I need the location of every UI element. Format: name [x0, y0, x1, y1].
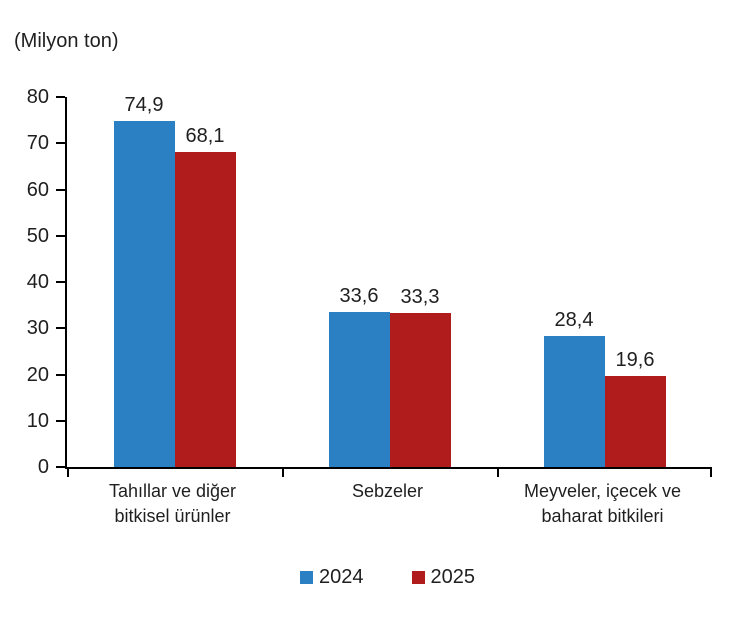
x-category-label: Tahıllar ve diğer bitkisel ürünler [108, 481, 237, 526]
y-axis-tick-label: 70 [26, 132, 49, 155]
y-axis-tick [56, 188, 65, 191]
legend-item-2025: 2025 [411, 566, 476, 589]
y-axis-tick-label: 80 [26, 86, 49, 108]
legend-swatch-2025 [411, 571, 425, 584]
plot-area: 0 10 20 30 40 50 60 70 80 74,9 68,1 33,6 33,3 28,4 19,… [27, 86, 712, 478]
y-axis-tick-label: 10 [26, 409, 49, 432]
y-axis-tick [56, 466, 65, 468]
y-axis-tick-label: 20 [26, 363, 49, 386]
x-axis-labels: Tahıllar ve diğer bitkisel ürünler Sebzele… [65, 479, 710, 539]
bar-2024 [328, 311, 390, 467]
bar-2025 [604, 376, 666, 467]
legend: 2024 2025 [65, 566, 710, 589]
y-axis-tick [56, 96, 65, 98]
x-axis-tick [497, 469, 499, 477]
legend-label: 2024 [319, 566, 364, 588]
bar-value-label: 33,3 [400, 285, 440, 308]
x-category-label: Sebzeler [351, 481, 424, 501]
bar-value-label: 28,4 [554, 308, 594, 331]
y-axis-tick-label: 30 [26, 317, 49, 340]
x-axis-tick [282, 469, 284, 477]
x-category-label: Meyveler, içecek ve baharat bitkileri [523, 481, 682, 526]
bar-2025 [389, 313, 451, 467]
legend-swatch-2024 [300, 571, 313, 584]
bar-2025 [174, 152, 236, 467]
bar-value-label: 19,6 [615, 349, 655, 372]
y-axis-tick-label: 40 [26, 271, 49, 293]
bar-value-label: 33,6 [339, 284, 379, 307]
y-axis-tick [56, 234, 65, 237]
bar-value-label: 74,9 [124, 93, 164, 116]
bar-value-label: 68,1 [185, 125, 225, 148]
bar-2024 [543, 335, 605, 467]
y-axis-tick-label: 50 [26, 224, 49, 247]
legend-item-2024: 2024 [300, 566, 364, 589]
y-axis-tick [56, 327, 65, 330]
y-axis-tick [56, 373, 65, 376]
legend-label: 2025 [430, 566, 476, 588]
x-axis-tick [67, 469, 69, 477]
x-axis-tick [710, 469, 712, 477]
bar-2024 [113, 120, 175, 467]
y-axis-tick [56, 419, 65, 422]
chart-unit-label: (Milyon ton) [14, 30, 119, 52]
y-axis-tick-label: 0 [37, 456, 49, 478]
y-axis-tick [56, 142, 65, 145]
y-axis-tick-label: 60 [26, 178, 49, 201]
y-axis-tick [56, 281, 65, 283]
